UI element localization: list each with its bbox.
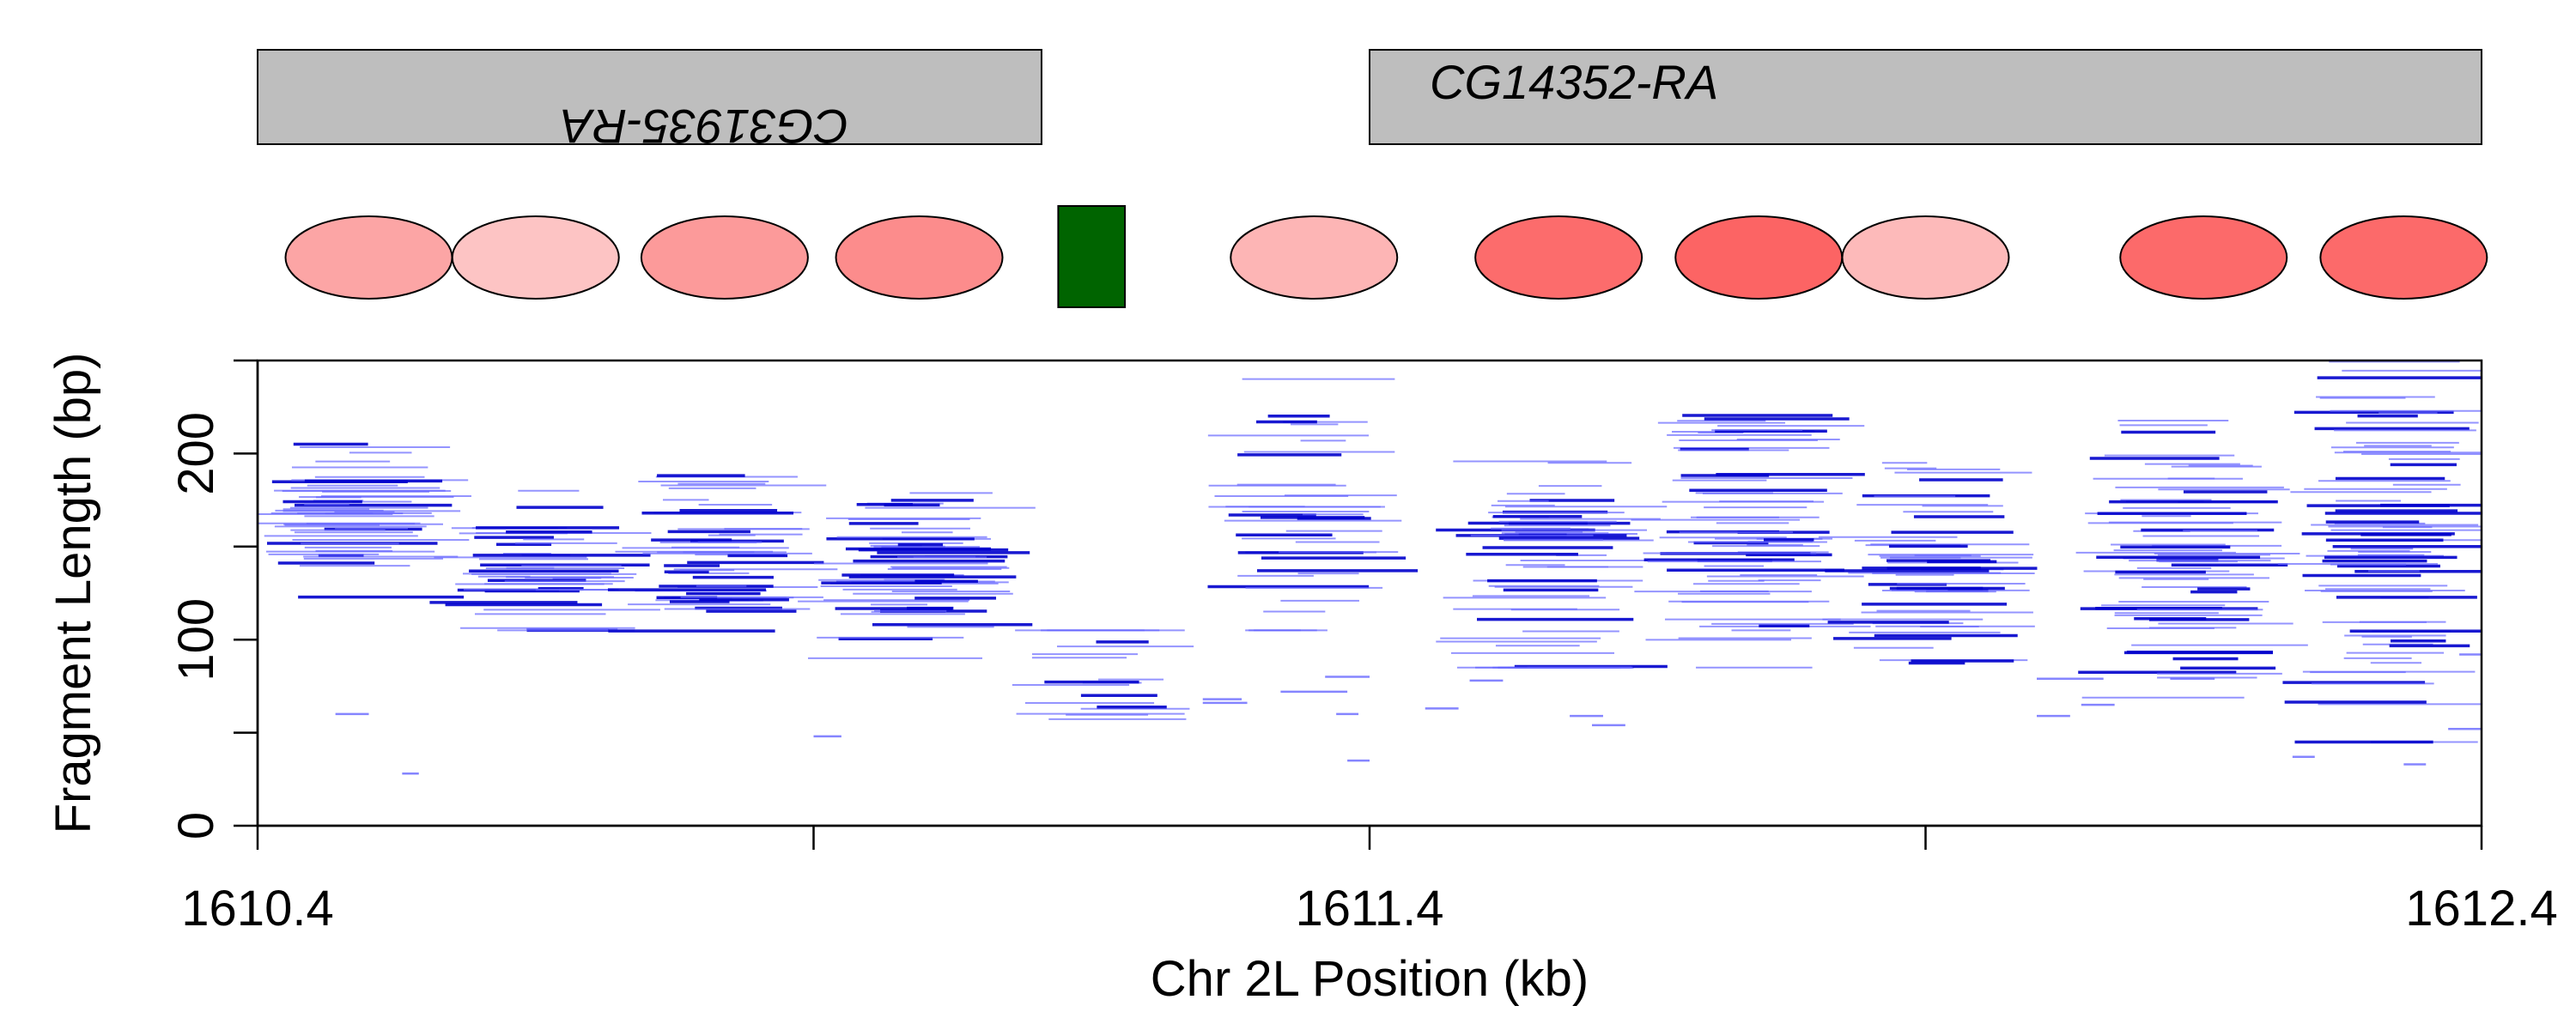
y-tick-label: 100	[168, 598, 224, 682]
nucleosome	[1841, 215, 2010, 300]
nucleosome	[2119, 215, 2288, 300]
x-axis-label: Chr 2L Position (kb)	[1151, 951, 1589, 1007]
nucleosome	[2319, 215, 2488, 300]
plot-area	[256, 359, 2483, 827]
plot-frame	[256, 359, 2483, 827]
y-axis-label: Fragment Length (bp)	[46, 353, 101, 834]
x-tick-label: 1611.4	[1295, 881, 1443, 936]
x-tick-label: 1610.4	[181, 881, 333, 936]
gene-label: CG31935-RA	[560, 100, 848, 154]
nucleosome	[1474, 215, 1643, 300]
nucleosome	[451, 215, 620, 300]
gene-track: CG31935-RA CG14352-RA	[257, 49, 2482, 154]
nucleosome	[835, 215, 1004, 300]
gene-label: CG14352-RA	[1430, 55, 1718, 109]
y-axis: 0 100 200	[168, 359, 259, 839]
nucleosome	[1674, 215, 1844, 300]
gene-box	[257, 49, 1042, 145]
y-tick-label: 0	[168, 812, 224, 839]
gene-box	[1369, 49, 2482, 145]
x-axis: 1610.4 1611.4 1612.4	[181, 824, 2558, 936]
x-tick-label: 1612.4	[2405, 881, 2557, 936]
nucleosome	[1230, 215, 1399, 300]
fragment-series	[258, 360, 2482, 775]
y-tick-label: 200	[168, 412, 224, 495]
tf-binding-site	[1057, 205, 1127, 308]
nucleosome-track	[284, 205, 2488, 308]
nucleosome	[640, 215, 809, 300]
nucleosome	[284, 215, 453, 300]
